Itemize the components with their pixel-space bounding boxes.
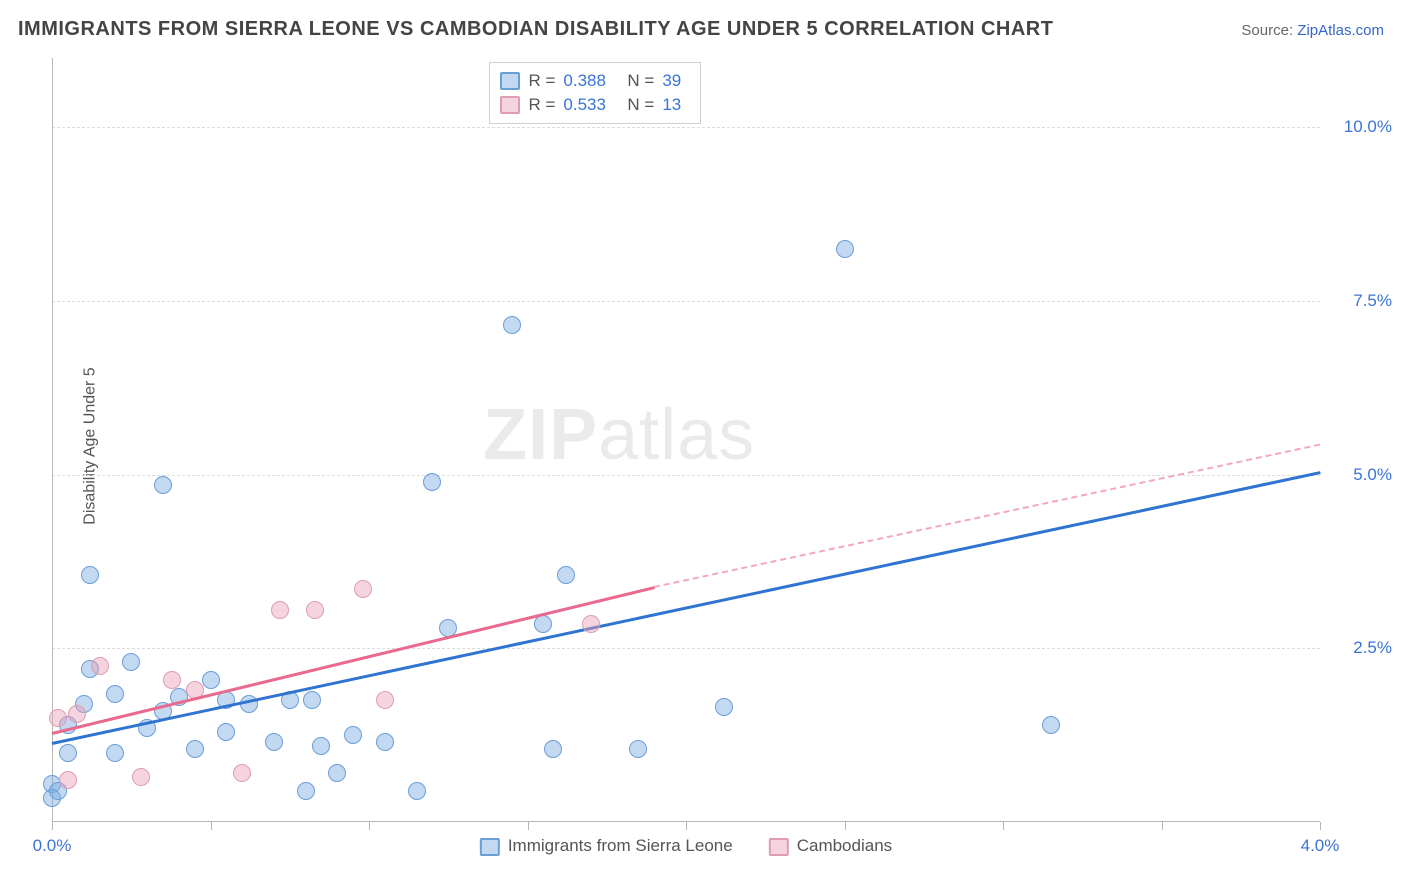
data-point [106, 744, 124, 762]
data-point [265, 733, 283, 751]
gridline [52, 475, 1320, 476]
data-point [186, 740, 204, 758]
data-point [106, 685, 124, 703]
data-point [503, 316, 521, 334]
x-tick [1162, 822, 1163, 830]
plot-area: 2.5%5.0%7.5%10.0%0.0%4.0%R =0.388N =39R … [52, 58, 1320, 822]
legend-swatch [769, 838, 789, 856]
data-point [376, 733, 394, 751]
x-tick-label: 4.0% [1301, 836, 1340, 856]
data-point [303, 691, 321, 709]
data-point [306, 601, 324, 619]
data-point [163, 671, 181, 689]
regression-line [654, 443, 1320, 587]
data-point [122, 653, 140, 671]
x-tick [1003, 822, 1004, 830]
data-point [1042, 716, 1060, 734]
n-label: N = [627, 95, 654, 115]
x-tick [369, 822, 370, 830]
data-point [81, 566, 99, 584]
data-point [836, 240, 854, 258]
x-tick [211, 822, 212, 830]
legend-swatch [480, 838, 500, 856]
data-point [154, 476, 172, 494]
r-label: R = [528, 71, 555, 91]
data-point [423, 473, 441, 491]
data-point [328, 764, 346, 782]
data-point [582, 615, 600, 633]
stats-legend-row: R = 0.388 N = 39 [500, 69, 690, 93]
stats-legend: R = 0.388 N = 39 R = 0.533 N = 13 [489, 62, 701, 124]
x-tick [52, 822, 53, 830]
data-point [297, 782, 315, 800]
data-point [344, 726, 362, 744]
data-point [68, 705, 86, 723]
n-label: N = [627, 71, 654, 91]
regression-line [52, 471, 1321, 745]
n-value: 39 [662, 71, 690, 91]
x-tick [845, 822, 846, 830]
source-attribution: Source: ZipAtlas.com [1241, 22, 1384, 39]
x-tick [1320, 822, 1321, 830]
gridline [52, 301, 1320, 302]
data-point [217, 723, 235, 741]
y-tick-label: 2.5% [1353, 638, 1392, 658]
y-axis [52, 58, 53, 822]
source-link[interactable]: ZipAtlas.com [1297, 22, 1384, 39]
series-legend-item: Immigrants from Sierra Leone [480, 836, 733, 856]
x-tick [686, 822, 687, 830]
y-tick-label: 7.5% [1353, 291, 1392, 311]
series-legend-label: Immigrants from Sierra Leone [508, 836, 733, 855]
data-point [271, 601, 289, 619]
y-tick-label: 10.0% [1344, 117, 1392, 137]
legend-swatch [500, 72, 520, 90]
series-legend-label: Cambodians [797, 836, 892, 855]
data-point [49, 709, 67, 727]
data-point [715, 698, 733, 716]
data-point [233, 764, 251, 782]
data-point [408, 782, 426, 800]
chart-title: IMMIGRANTS FROM SIERRA LEONE VS CAMBODIA… [18, 18, 1053, 41]
data-point [132, 768, 150, 786]
gridline [52, 127, 1320, 128]
data-point [91, 657, 109, 675]
y-tick-label: 5.0% [1353, 465, 1392, 485]
data-point [557, 566, 575, 584]
series-legend: Immigrants from Sierra Leone Cambodians [480, 836, 892, 856]
x-tick-label: 0.0% [33, 836, 72, 856]
regression-line [52, 586, 655, 735]
r-value: 0.533 [563, 95, 619, 115]
data-point [376, 691, 394, 709]
legend-swatch [500, 96, 520, 114]
data-point [59, 744, 77, 762]
r-label: R = [528, 95, 555, 115]
stats-legend-row: R = 0.533 N = 13 [500, 93, 690, 117]
data-point [534, 615, 552, 633]
n-value: 13 [662, 95, 690, 115]
series-legend-item: Cambodians [769, 836, 892, 856]
r-value: 0.388 [563, 71, 619, 91]
data-point [312, 737, 330, 755]
data-point [544, 740, 562, 758]
data-point [59, 771, 77, 789]
source-prefix: Source: [1241, 22, 1297, 39]
data-point [202, 671, 220, 689]
x-tick [528, 822, 529, 830]
data-point [354, 580, 372, 598]
gridline [52, 648, 1320, 649]
data-point [629, 740, 647, 758]
